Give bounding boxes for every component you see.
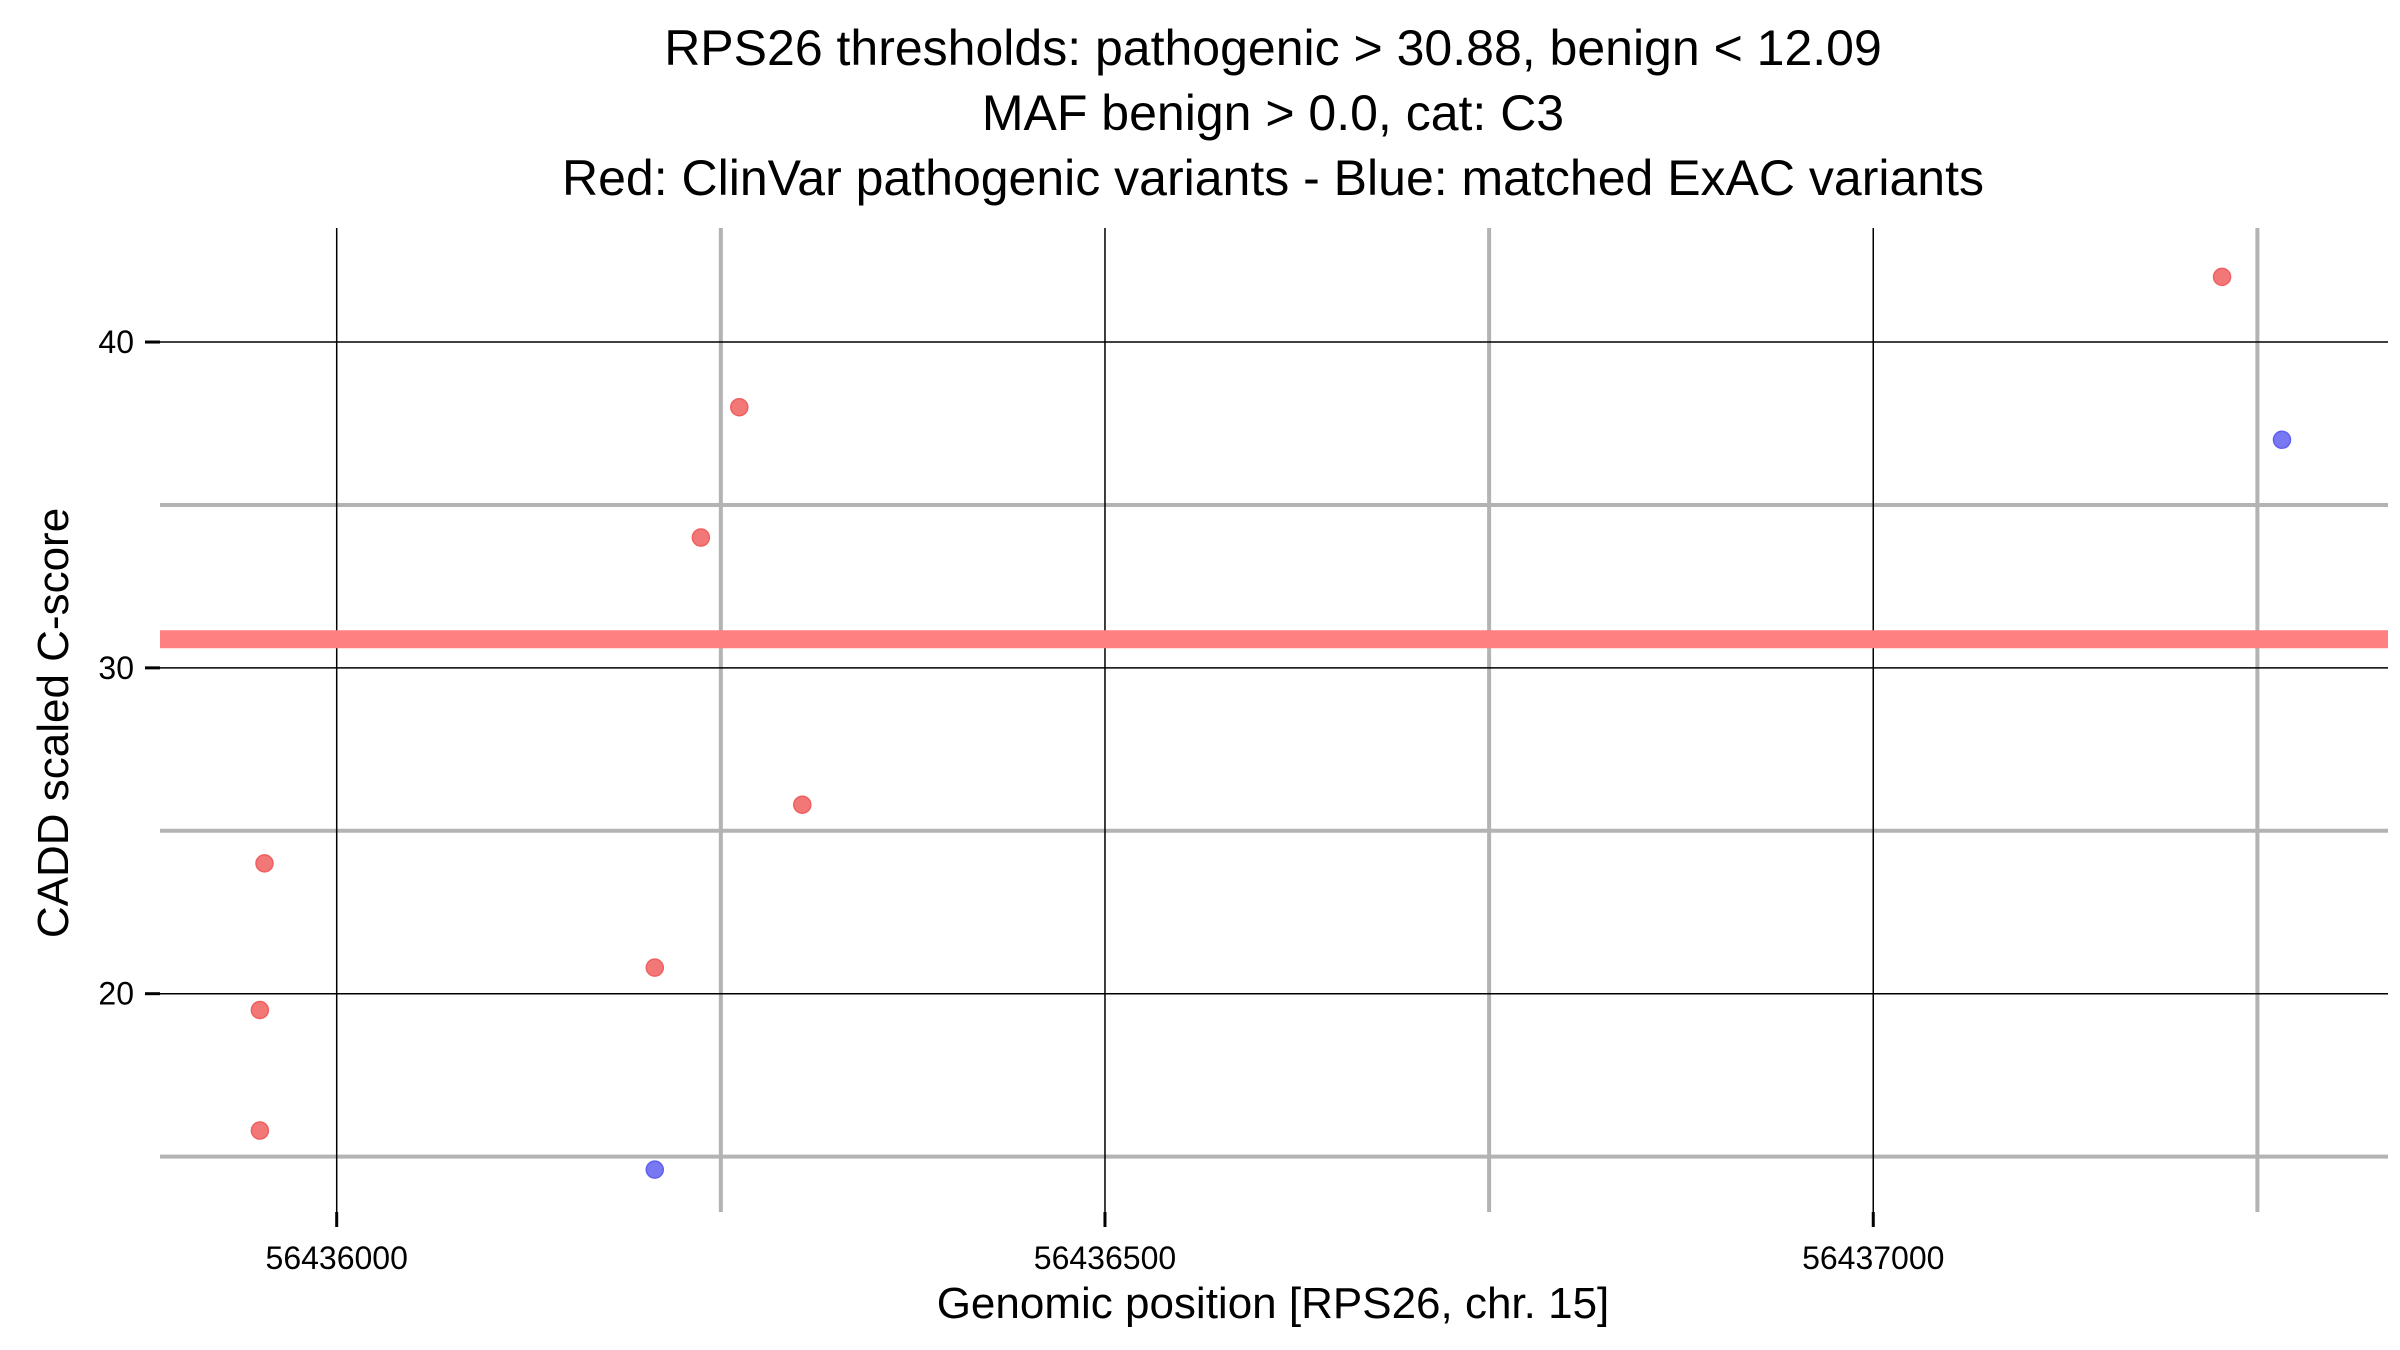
- data-point: [691, 528, 711, 547]
- data-point: [255, 854, 274, 873]
- data-point: [645, 1160, 665, 1179]
- x-tick-label: 56437000: [1802, 1240, 1944, 1276]
- y-tick-label: 20: [98, 976, 134, 1012]
- data-point: [793, 795, 812, 814]
- major-gridlines: [160, 228, 2388, 1212]
- x-axis-label: Genomic position [RPS26, chr. 15]: [937, 1279, 1610, 1328]
- minor-gridlines: [160, 228, 2388, 1212]
- chart-title: RPS26 thresholds: pathogenic > 30.88, be…: [562, 20, 1984, 206]
- data-point: [250, 1121, 270, 1140]
- data-points: [250, 267, 2292, 1179]
- data-point: [250, 1000, 270, 1020]
- title-line-3: Red: ClinVar pathogenic variants - Blue:…: [562, 150, 1984, 206]
- y-axis-ticks: 20 30 40: [98, 324, 160, 1012]
- y-tick-label: 40: [98, 324, 134, 360]
- x-tick-label: 56436500: [1034, 1240, 1176, 1276]
- data-point: [2272, 430, 2292, 450]
- data-point: [645, 958, 665, 977]
- data-point: [2212, 267, 2232, 287]
- title-line-2: MAF benign > 0.0, cat: C3: [982, 85, 1564, 141]
- x-tick-label: 56436000: [266, 1240, 408, 1276]
- title-line-1: RPS26 thresholds: pathogenic > 30.88, be…: [664, 20, 1882, 76]
- y-axis-label: CADD scaled C-score: [29, 508, 78, 938]
- data-point: [730, 397, 749, 417]
- y-tick-label: 30: [98, 650, 134, 686]
- x-axis-ticks: 56436000 56436500 56437000: [266, 1212, 1944, 1276]
